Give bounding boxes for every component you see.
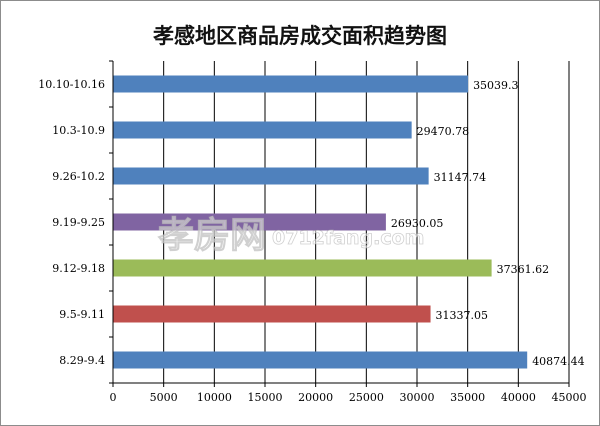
value-label: 31147.74 bbox=[434, 171, 487, 184]
x-tick-label: 10000 bbox=[197, 391, 232, 404]
value-label: 35039.3 bbox=[473, 79, 519, 92]
x-tick-label: 0 bbox=[110, 391, 117, 404]
x-tick-label: 45000 bbox=[552, 391, 587, 404]
x-tick-label: 25000 bbox=[349, 391, 384, 404]
category-label: 9.26-10.2 bbox=[52, 170, 105, 183]
watermark: 孝房网 0712fang.com bbox=[158, 215, 425, 257]
value-label: 31337.05 bbox=[436, 309, 489, 322]
x-tick-label: 20000 bbox=[298, 391, 333, 404]
bars bbox=[113, 75, 528, 369]
x-tick-label: 40000 bbox=[501, 391, 536, 404]
bar bbox=[113, 259, 492, 277]
value-label: 26930.05 bbox=[391, 217, 444, 230]
labels: 10.10-10.16 35039.3 10.3-10.9 29470.78 9.26-… bbox=[38, 78, 586, 404]
bar bbox=[113, 213, 386, 231]
bar bbox=[113, 121, 412, 139]
watermark-site: 0712fang.com bbox=[272, 227, 424, 249]
category-label: 10.3-10.9 bbox=[52, 124, 105, 137]
x-tick-label: 15000 bbox=[248, 391, 283, 404]
bar bbox=[113, 351, 528, 369]
bar bbox=[113, 75, 469, 93]
category-label: 9.12-9.18 bbox=[52, 262, 105, 275]
category-label: 8.29-9.4 bbox=[59, 354, 105, 367]
category-label: 10.10-10.16 bbox=[38, 78, 105, 91]
axes bbox=[109, 60, 570, 387]
x-tick-label: 35000 bbox=[450, 391, 485, 404]
value-label: 40874.44 bbox=[532, 355, 585, 368]
chart-title: 孝感地区商品房成交面积趋势图 bbox=[153, 24, 447, 48]
bar bbox=[113, 167, 429, 185]
bar bbox=[113, 305, 431, 323]
value-label: 37361.62 bbox=[497, 263, 550, 276]
category-label: 9.5-9.11 bbox=[59, 308, 105, 321]
watermark-brand: 孝房网 bbox=[158, 215, 266, 256]
x-tick-label: 30000 bbox=[400, 391, 435, 404]
category-label: 9.19-9.25 bbox=[52, 216, 105, 229]
value-label: 29470.78 bbox=[417, 125, 470, 138]
x-tick-label: 5000 bbox=[150, 391, 178, 404]
